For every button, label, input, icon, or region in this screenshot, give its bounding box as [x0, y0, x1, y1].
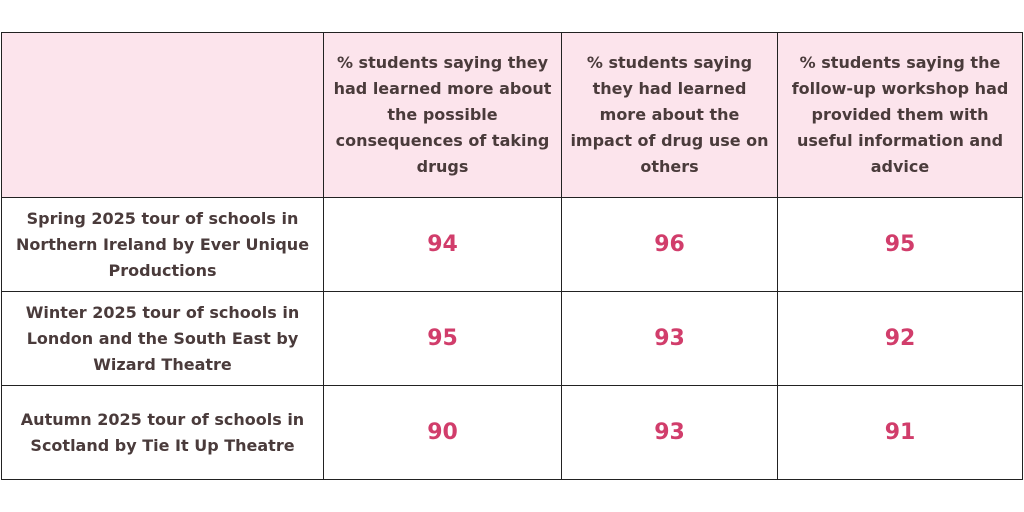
row-label: Spring 2025 tour of schools in Northern …: [1, 197, 324, 292]
table-row: Autumn 2025 tour of schools in Scotland …: [1, 385, 1023, 480]
row-label: Winter 2025 tour of schools in London an…: [1, 291, 324, 386]
value-cell: 96: [561, 197, 778, 292]
row-label: Autumn 2025 tour of schools in Scotland …: [1, 385, 324, 480]
column-header: % students saying the follow-up workshop…: [777, 32, 1023, 198]
table-row: Spring 2025 tour of schools in Northern …: [1, 197, 1023, 292]
header-row: % students saying they had learned more …: [1, 32, 1023, 198]
value-cell: 92: [777, 291, 1023, 386]
table-row: Winter 2025 tour of schools in London an…: [1, 291, 1023, 386]
corner-cell: [1, 32, 324, 198]
value-cell: 90: [323, 385, 562, 480]
column-header: % students saying they had learned more …: [323, 32, 562, 198]
value-cell: 95: [777, 197, 1023, 292]
value-cell: 91: [777, 385, 1023, 480]
column-header: % students saying they had learned more …: [561, 32, 778, 198]
value-cell: 94: [323, 197, 562, 292]
value-cell: 93: [561, 291, 778, 386]
value-cell: 95: [323, 291, 562, 386]
table-body: Spring 2025 tour of schools in Northern …: [1, 197, 1023, 480]
value-cell: 93: [561, 385, 778, 480]
results-table: % students saying they had learned more …: [1, 32, 1023, 480]
